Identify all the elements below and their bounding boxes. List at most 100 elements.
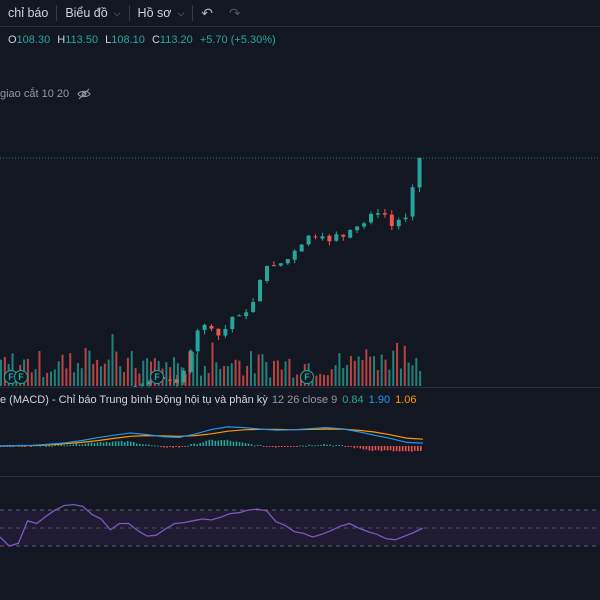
volume-bar [326,375,329,386]
volume-bar [246,365,249,386]
profile-menu-button[interactable]: Hồ sơ ⌵ [130,0,193,26]
macd-histogram-bar [407,446,410,452]
macd-histogram-bar [202,442,205,446]
price-chart[interactable] [0,27,600,387]
redo-button[interactable]: ↷ [221,0,249,26]
macd-histogram-bar [305,445,307,447]
candle [368,213,373,223]
macd-histogram-bar [48,445,50,447]
volume-bar [80,368,83,386]
rsi-chart[interactable] [0,477,600,600]
macd-chart[interactable] [0,410,600,476]
high-key: H [57,34,66,46]
volume-bar [219,368,222,386]
macd-histogram-bar [374,446,377,451]
macd-histogram-bar [135,443,138,446]
macd-histogram-bar [404,446,407,452]
change-value: +5.70 (+5.30%) [199,34,276,46]
event-marker-f[interactable]: F [150,370,164,384]
macd-histogram-bar [277,446,280,447]
volume-bar [284,361,287,386]
volume-bar [26,359,29,386]
candle [341,234,346,237]
volume-bar [215,362,218,386]
macd-histogram-bar [296,446,298,447]
macd-histogram-bar [123,441,126,446]
eye-hidden-icon[interactable] [77,88,91,100]
pane-divider[interactable] [0,476,600,477]
close-value: 113.20 [159,34,193,46]
candle [292,250,297,260]
volume-bar [134,368,137,386]
macd-histogram-bar [271,446,274,447]
candle [299,244,304,252]
candle [306,235,311,245]
macd-histogram-bar [18,445,20,447]
candle [264,265,269,281]
macd-histogram-bar [332,445,334,447]
macd-histogram-bar [208,439,211,446]
ma-cross-indicator-label[interactable]: giao cắt 10 20 [0,88,91,100]
toolbar-separator [56,5,58,21]
candle [382,213,387,215]
macd-histogram-bar [78,444,81,446]
macd-histogram-bar [211,439,214,446]
macd-histogram-bar [138,444,141,446]
undo-button[interactable]: ↶ [193,0,221,26]
indicators-label: chỉ báo [8,6,49,20]
macd-histogram-bar [356,446,359,448]
macd-histogram-bar [105,441,108,446]
event-marker-f[interactable]: F [14,370,28,384]
macd-histogram-bar [63,445,66,447]
volume-bar [334,365,337,386]
macd-histogram-bar [111,441,114,446]
volume-bar [115,351,118,386]
macd-histogram-bar [87,442,90,446]
macd-histogram-bar [323,443,325,446]
chart-menu-button[interactable]: Biểu đồ ⌵ [57,0,128,26]
event-marker-f[interactable]: F [300,370,314,384]
volume-bar [365,349,368,386]
volume-bar [53,369,56,386]
volume-bar [253,373,256,386]
macd-histogram-bar [247,443,250,446]
macd-histogram-bar [317,444,319,446]
volume-bar [353,360,356,386]
candle [174,379,179,383]
macd-histogram-bar [157,445,159,447]
candle [403,217,408,220]
macd-histogram-bar [102,442,105,446]
rsi-line [0,503,424,547]
candle [362,223,367,227]
macd-histogram-bar [148,444,150,446]
macd-histogram-bar [311,445,313,447]
volume-bar [276,360,279,386]
macd-histogram-bar [223,440,226,446]
volume-bar [30,372,33,386]
volume-bar [342,367,345,386]
candle [348,229,353,238]
macd-signal-value: 1.90 [368,394,391,406]
macd-title: e (MACD) - Chỉ báo Trung bình Động hội t… [0,394,268,406]
chevron-down-icon: ⌵ [177,7,185,18]
volume-bar [96,359,99,386]
candle [313,236,318,238]
macd-histogram-bar [69,444,72,446]
macd-histogram-bar [187,445,189,447]
pane-divider[interactable] [0,387,600,388]
macd-histogram-bar [9,446,11,447]
volume-bar [396,342,399,386]
volume-bar [257,354,260,386]
ohlc-legend: O108.30 H113.50 L108.10 C113.20 +5.70 (+… [8,34,280,46]
macd-histogram-bar [274,446,277,448]
macd-histogram-bar [169,446,171,447]
volume-bar [338,353,341,386]
candle [181,370,186,383]
macd-histogram-bar [184,446,186,447]
candle [396,219,401,227]
macd-histogram-bar [154,445,156,447]
indicators-button[interactable]: chỉ báo [0,0,56,26]
macd-histogram-bar [114,441,117,446]
macd-histogram-bar [341,445,344,447]
volume-bar [173,357,176,386]
